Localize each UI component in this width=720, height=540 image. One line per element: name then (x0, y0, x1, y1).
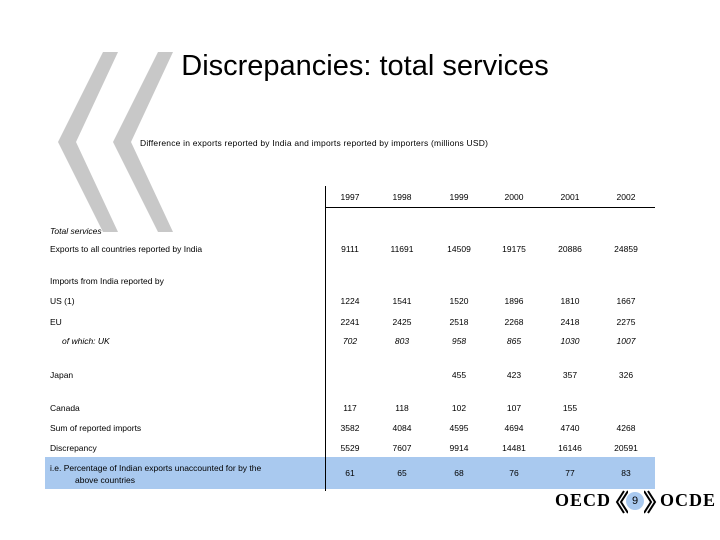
row-label: Japan (50, 370, 74, 380)
column-divider (325, 186, 326, 491)
section-label-total-services: Total services (50, 226, 102, 236)
table-cell: 61 (345, 468, 355, 478)
year-header: 1998 (392, 192, 412, 202)
table-cell: 326 (618, 370, 634, 380)
table-cell: 76 (509, 468, 519, 478)
row-label: Canada (50, 403, 80, 413)
logo-bracket-right-icon (644, 490, 657, 514)
table-cell: 1224 (340, 296, 360, 306)
row-label: i.e. Percentage of Indian exports unacco… (50, 463, 262, 473)
table-cell: 107 (506, 403, 522, 413)
table-cell: 19175 (502, 244, 526, 254)
table-cell: 865 (506, 336, 522, 346)
table-cell: 4595 (449, 423, 469, 433)
table-cell: 9111 (341, 244, 359, 254)
oecd-logo: OECD 9 OCDE (550, 490, 720, 520)
table-cell: 4694 (504, 423, 524, 433)
table-cell: 2518 (449, 317, 469, 327)
table-cell: 3582 (340, 423, 360, 433)
table-cell: 5529 (340, 443, 360, 453)
year-header: 2001 (560, 192, 580, 202)
row-label: of which: UK (62, 336, 110, 346)
table-cell: 357 (562, 370, 578, 380)
row-label: Exports to all countries reported by Ind… (50, 244, 203, 254)
table-cell: 20886 (558, 244, 582, 254)
header-rule (325, 207, 655, 208)
table-cell: 20591 (614, 443, 638, 453)
table-cell: 155 (562, 403, 578, 413)
table-cell: 4084 (392, 423, 412, 433)
table-cell: 68 (454, 468, 464, 478)
table-cell: 958 (451, 336, 467, 346)
table-cell: 83 (621, 468, 631, 478)
table-cell: 14481 (502, 443, 526, 453)
table-cell: 4268 (616, 423, 636, 433)
row-label: Sum of reported imports (50, 423, 142, 433)
table-cell: 1030 (560, 336, 580, 346)
row-label: Discrepancy (50, 443, 97, 453)
table-cell: 7607 (392, 443, 412, 453)
slide-title: Discrepancies: total services (181, 50, 549, 82)
table-cell: 14509 (447, 244, 471, 254)
year-header: 2002 (616, 192, 636, 202)
logo-text-right: OCDE (660, 490, 717, 510)
section-label-imports-from: Imports from India reported by (50, 276, 164, 286)
row-label: US (1) (50, 296, 75, 306)
year-header: 1999 (449, 192, 469, 202)
table-cell: 2268 (504, 317, 524, 327)
year-header: 1997 (340, 192, 360, 202)
logo-text-left: OECD (555, 490, 612, 510)
table-cell: 4740 (560, 423, 580, 433)
table-cell: 16146 (558, 443, 582, 453)
logo-bracket-left-icon (615, 490, 628, 514)
table-cell: 455 (451, 370, 467, 380)
table-cell: 1667 (616, 296, 636, 306)
table-cell: 1896 (504, 296, 524, 306)
row-label: EU (50, 317, 62, 327)
table-cell: 117 (343, 403, 357, 413)
row-label-continued: above countries (75, 475, 136, 485)
table-cell: 77 (565, 468, 575, 478)
table-cell: 423 (506, 370, 522, 380)
table-cell: 2275 (616, 317, 636, 327)
table-cell: 1520 (449, 296, 469, 306)
table-cell: 102 (451, 403, 467, 413)
table-cell: 2418 (560, 317, 580, 327)
slide-subtitle: Difference in exports reported by India … (140, 138, 489, 148)
table-cell: 1810 (560, 296, 580, 306)
year-header: 2000 (504, 192, 524, 202)
table-cell: 118 (395, 403, 409, 413)
table-cell: 9914 (449, 443, 469, 453)
highlight-row-background (45, 457, 655, 489)
quote-mark-icon (58, 52, 173, 232)
table-cell: 702 (342, 336, 358, 346)
table-cell: 11691 (390, 244, 414, 254)
table-cell: 1541 (392, 296, 412, 306)
table-cell: 2241 (340, 317, 360, 327)
table-cell: 803 (394, 336, 410, 346)
table-cell: 65 (397, 468, 407, 478)
table-cell: 2425 (392, 317, 412, 327)
page-number: 9 (626, 492, 644, 510)
table-cell: 1007 (616, 336, 636, 346)
table-cell: 24859 (614, 244, 638, 254)
